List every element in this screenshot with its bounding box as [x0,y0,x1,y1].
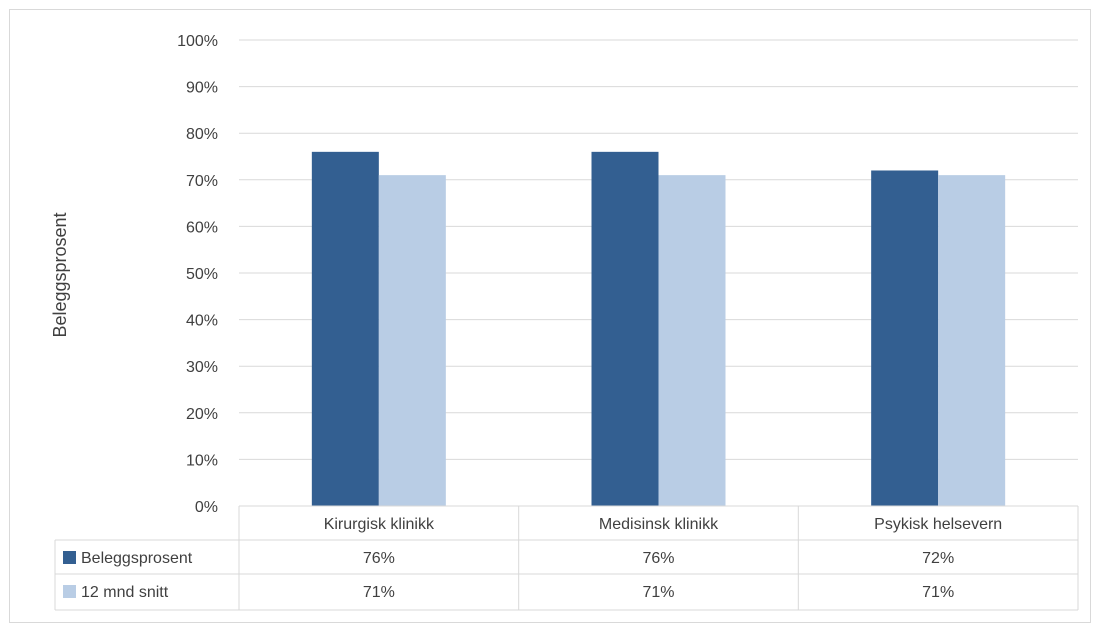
data-label: 76% [363,550,395,567]
data-label: 71% [922,584,954,601]
y-axis: 0% 10% 20% 30% 40% 50% 60% 70% 80% 90% 100% [177,33,218,516]
y-tick-label: 70% [186,173,218,190]
bar-12-mnd-snitt [658,175,726,506]
bar-beleggsprosent [311,151,379,506]
data-label: 71% [642,584,674,601]
bar-12-mnd-snitt [378,175,446,506]
legend-key [63,551,76,564]
category-label: Psykisk helsevern [874,516,1002,533]
y-tick-label: 20% [186,406,218,423]
y-tick-label: 100% [177,33,218,50]
category-label: Medisinsk klinikk [599,516,719,533]
y-tick-label: 80% [186,126,218,143]
data-label: 72% [922,550,954,567]
data-label: 76% [642,550,674,567]
legend-label: 12 mnd snitt [81,584,169,601]
y-tick-label: 40% [186,313,218,330]
y-axis-title: Beleggsprosent [50,212,70,337]
y-tick-label: 50% [186,266,218,283]
y-tick-label: 0% [195,499,218,516]
y-tick-label: 90% [186,80,218,97]
legend-key [63,585,76,598]
y-tick-label: 30% [186,359,218,376]
bar-beleggsprosent [591,151,659,506]
data-label: 71% [363,584,395,601]
bar-12-mnd-snitt [938,175,1006,506]
category-label: Kirurgisk klinikk [324,516,435,533]
bars [311,151,1006,507]
data-table: Kirurgisk klinikk Medisinsk klinikk Psykis… [54,505,1079,611]
y-tick-label: 10% [186,452,218,469]
bar-beleggsprosent [871,170,939,507]
y-tick-label: 60% [186,219,218,236]
legend-label: Beleggsprosent [81,550,193,567]
